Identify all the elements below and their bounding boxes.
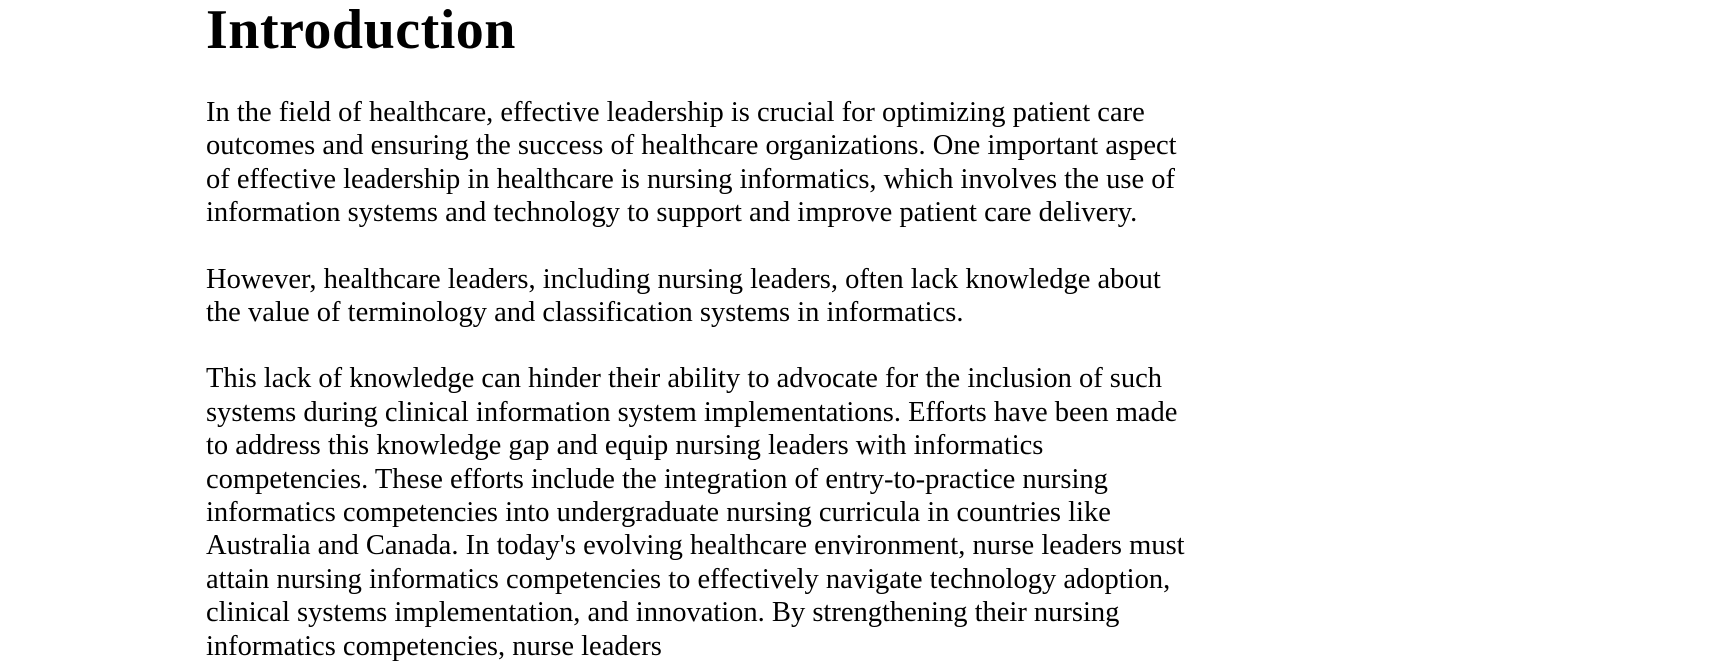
- paragraph-line: the value of terminology and classificat…: [206, 297, 964, 329]
- paragraph-intro: In the field of healthcare, effective le…: [206, 96, 1506, 230]
- paragraph-line: information systems and technology to su…: [206, 197, 1138, 229]
- paragraph-line: competencies. These efforts include the …: [206, 463, 1108, 495]
- paragraph-line: attain nursing informatics competencies …: [206, 563, 1171, 595]
- paragraph-line: In the field of healthcare, effective le…: [206, 97, 1145, 128]
- paragraph-line: informatics competencies into undergradu…: [206, 497, 1111, 529]
- paragraph-line: informatics competencies, nurse leaders: [206, 630, 662, 662]
- paragraph-line: However, healthcare leaders, including n…: [206, 263, 1161, 295]
- paragraph-line: outcomes and ensuring the success of hea…: [206, 130, 1177, 162]
- paragraph-line: This lack of knowledge can hinder their …: [206, 363, 1163, 395]
- paragraph-line: of effective leadership in healthcare is…: [206, 163, 1175, 195]
- page-title: Introduction: [206, 0, 516, 61]
- paragraph-line: Australia and Canada. In today's evolvin…: [206, 530, 1185, 562]
- paragraph-knowledge-gap: However, healthcare leaders, including n…: [206, 263, 1506, 330]
- paragraph-line: systems during clinical information syst…: [206, 396, 1178, 428]
- paragraph-competencies: This lack of knowledge can hinder their …: [206, 362, 1506, 663]
- paragraph-line: clinical systems implementation, and inn…: [206, 597, 1120, 629]
- paragraph-line: to address this knowledge gap and equip …: [206, 430, 1044, 462]
- document-page: Introduction In the field of healthcare,…: [206, 0, 1506, 663]
